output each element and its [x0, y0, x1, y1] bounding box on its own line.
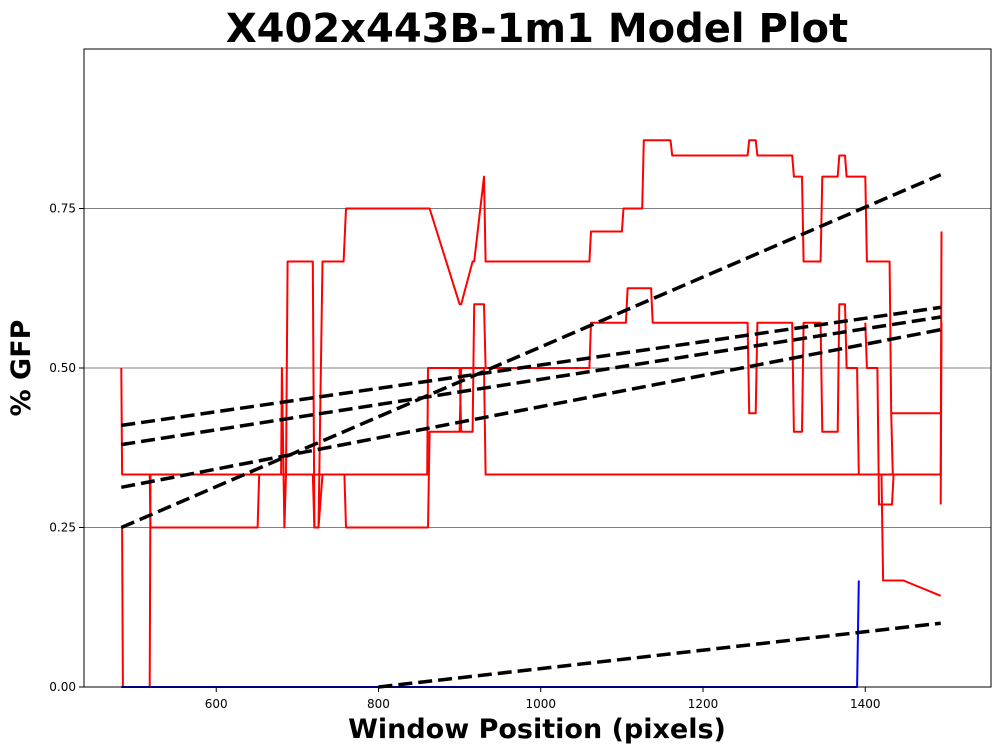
- data-line-2: [285, 139, 941, 529]
- fit-line-8: [121, 315, 941, 447]
- data-line-6: [121, 580, 860, 688]
- y-tick-label-1: 0.25: [49, 521, 76, 535]
- fit-line-7: [121, 305, 941, 428]
- chart-title: X402x443B-1m1 Model Plot: [226, 6, 848, 52]
- fit-line-11: [378, 621, 941, 689]
- data-line-5: [939, 322, 943, 505]
- x-axis-label: Window Position (pixels): [348, 714, 726, 745]
- y-tick-label-2: 0.50: [49, 361, 76, 375]
- y-axis-label: % GFP: [6, 320, 37, 417]
- data-line-1: [121, 287, 942, 688]
- data-line-4: [864, 322, 941, 506]
- data-line-3: [890, 231, 943, 476]
- x-tick-label-2: 1000: [525, 697, 556, 711]
- y-tick-label-0: 0.00: [49, 680, 76, 694]
- x-tick-label-3: 1200: [688, 697, 719, 711]
- fit-line-10: [120, 173, 942, 530]
- series-lines: [120, 139, 943, 689]
- data-line-0: [120, 367, 941, 529]
- y-tick-label-3: 0.75: [49, 202, 76, 216]
- x-ticks: 600 800 1000 1200 1400: [205, 687, 881, 711]
- x-tick-label-1: 800: [367, 697, 390, 711]
- x-tick-label-0: 600: [205, 697, 228, 711]
- y-ticks: 0.00 0.25 0.50 0.75: [49, 202, 84, 694]
- x-tick-label-4: 1400: [850, 697, 881, 711]
